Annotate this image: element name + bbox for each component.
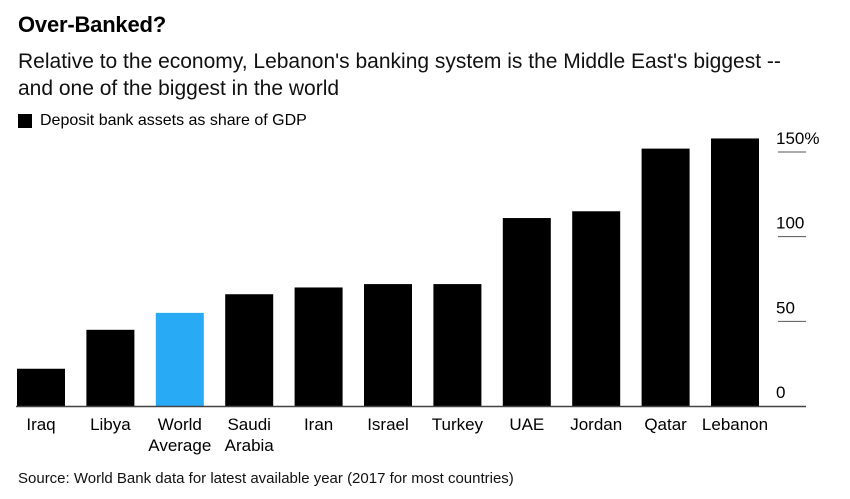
y-tick-label: 0 bbox=[776, 383, 785, 402]
x-tick-label: World Average bbox=[148, 415, 211, 455]
bar bbox=[17, 368, 65, 406]
chart-title: Over-Banked? bbox=[18, 12, 166, 37]
chart-subtitle: Relative to the economy, Lebanon's banki… bbox=[18, 50, 781, 100]
bar bbox=[711, 138, 759, 406]
bar bbox=[155, 312, 204, 406]
legend-label: Deposit bank assets as share of GDP bbox=[40, 112, 307, 129]
bar bbox=[225, 294, 274, 406]
bar bbox=[294, 287, 343, 406]
y-tick-label: 150% bbox=[776, 129, 819, 148]
y-tick-label: 50 bbox=[776, 298, 795, 317]
x-tick-label: Israel bbox=[367, 415, 409, 434]
x-tick-label: Jordan bbox=[570, 415, 622, 434]
bar bbox=[572, 211, 621, 406]
x-tick-label: Saudi Arabia bbox=[225, 415, 275, 455]
x-tick-label: Turkey bbox=[432, 415, 484, 434]
x-tick-label: Lebanon bbox=[702, 415, 768, 434]
source-note: Source: World Bank data for latest avail… bbox=[18, 470, 514, 487]
x-tick-label: Iraq bbox=[26, 415, 55, 434]
legend: Deposit bank assets as share of GDP bbox=[18, 112, 307, 130]
x-tick-label: UAE bbox=[509, 415, 544, 434]
x-tick-label: Libya bbox=[90, 415, 131, 434]
bar bbox=[433, 284, 482, 406]
bar bbox=[502, 218, 551, 406]
bar bbox=[641, 148, 690, 406]
bar bbox=[364, 284, 412, 406]
legend-swatch bbox=[18, 114, 32, 128]
x-tick-label: Iran bbox=[304, 415, 333, 434]
y-tick-label: 100 bbox=[776, 214, 804, 233]
bar bbox=[86, 329, 135, 406]
x-tick-label: Qatar bbox=[644, 415, 687, 434]
